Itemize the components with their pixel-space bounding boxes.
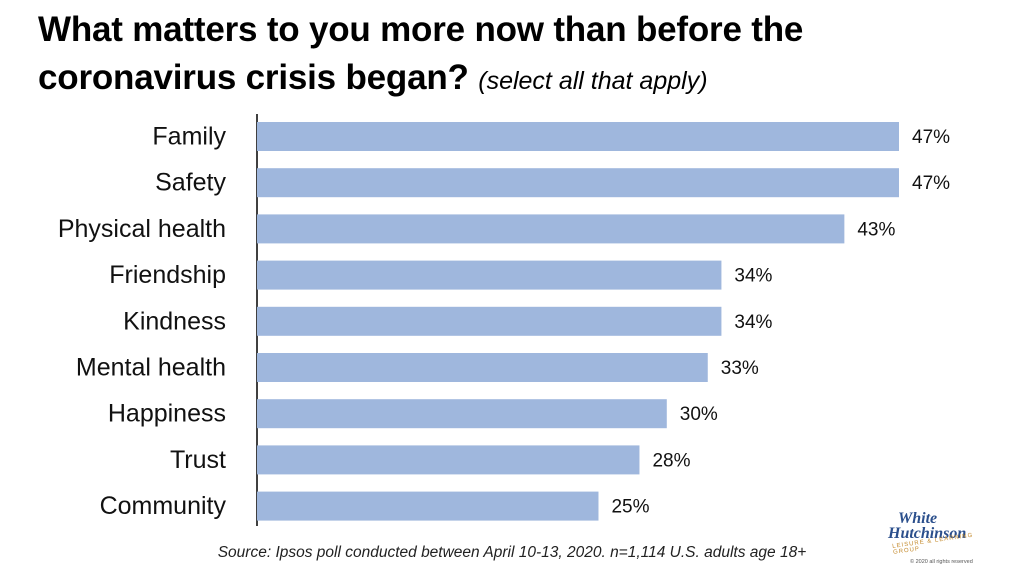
category-label-trust: Trust xyxy=(170,446,226,474)
value-label-physical-health: 43% xyxy=(857,219,895,240)
chart-title: What matters to you more now than before… xyxy=(38,6,998,105)
category-label-community: Community xyxy=(100,492,227,520)
category-label-mental-health: Mental health xyxy=(76,354,226,382)
white-hutchinson-logo: White Hutchinson LEISURE & LEARNING GROU… xyxy=(880,506,1000,572)
value-label-friendship: 34% xyxy=(734,266,772,287)
category-label-safety: Safety xyxy=(155,169,226,197)
title-main: What matters to you more now than before… xyxy=(38,10,804,97)
bar-trust xyxy=(257,445,640,475)
bar-safety xyxy=(257,168,899,198)
value-label-safety: 47% xyxy=(912,173,950,194)
category-label-physical-health: Physical health xyxy=(58,215,226,243)
bar-happiness xyxy=(257,399,667,429)
value-label-trust: 28% xyxy=(652,450,690,471)
bar-friendship xyxy=(257,260,722,290)
bar-community xyxy=(257,491,599,521)
category-label-happiness: Happiness xyxy=(108,400,226,428)
bar-kindness xyxy=(257,306,722,336)
value-label-community: 25% xyxy=(611,497,649,518)
value-label-family: 47% xyxy=(912,127,950,148)
source-note: Source: Ipsos poll conducted between Apr… xyxy=(217,544,807,561)
bars-group: Family 47% Safety 47% Physical health 43% Frie… xyxy=(58,122,950,521)
value-label-kindness: 34% xyxy=(734,312,772,333)
bar-mental-health xyxy=(257,353,708,382)
bar-physical-health xyxy=(257,214,845,244)
value-label-mental-health: 33% xyxy=(721,358,759,379)
value-label-happiness: 30% xyxy=(680,404,718,425)
logo-line-white: White xyxy=(898,510,938,527)
logo-line-copyright: © 2020 all rights reserved xyxy=(910,559,973,565)
logo-line-hutchinson: Hutchinson xyxy=(888,525,967,542)
category-label-kindness: Kindness xyxy=(123,307,226,335)
category-label-family: Family xyxy=(152,123,226,151)
title-note: (select all that apply) xyxy=(478,67,708,95)
category-label-friendship: Friendship xyxy=(109,261,226,289)
bar-family xyxy=(257,122,899,151)
